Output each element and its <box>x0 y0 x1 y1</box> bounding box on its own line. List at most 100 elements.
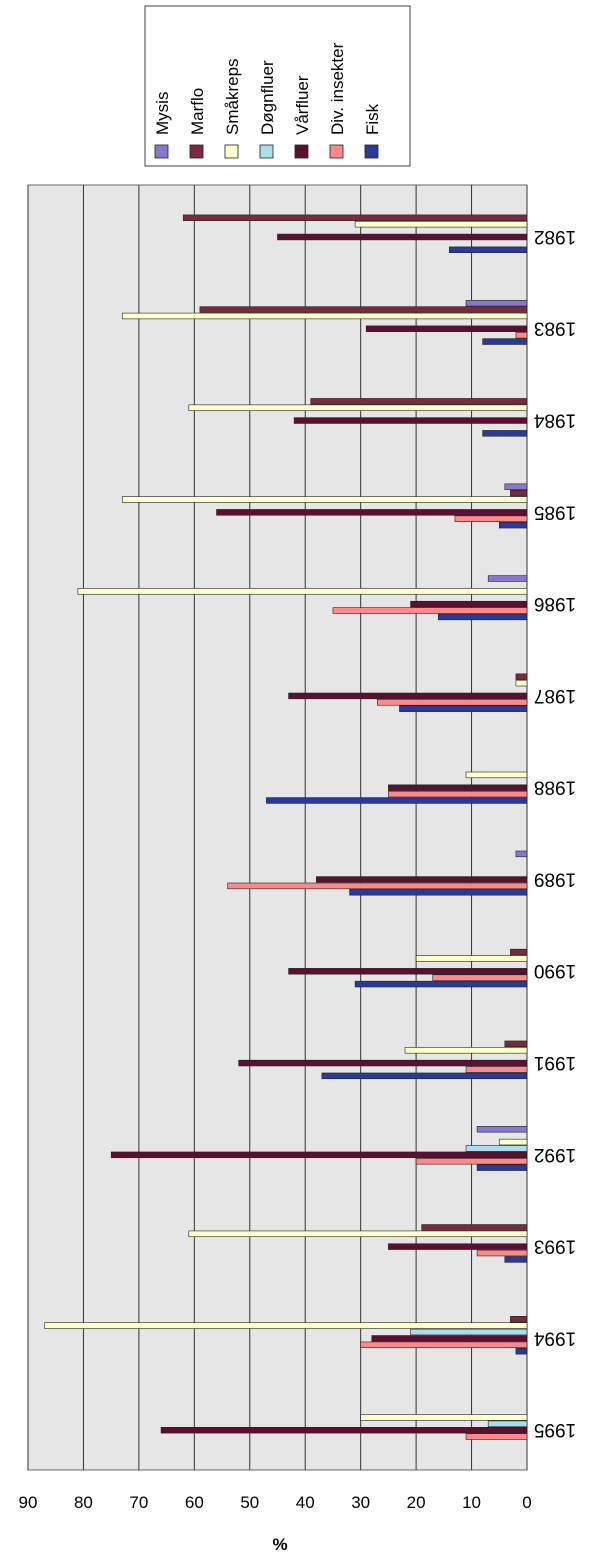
bar-varfluer-1988 <box>388 784 528 791</box>
bar-smakreps-1986 <box>77 588 528 595</box>
bar-smakreps-1990 <box>415 955 528 962</box>
x-axis-title: % <box>272 1535 287 1554</box>
bar-smakreps-1983 <box>121 312 528 320</box>
legend-swatch-smakreps <box>224 144 239 159</box>
y-tick-label: 1986 <box>534 593 576 614</box>
x-tick-label: 40 <box>296 1493 315 1512</box>
bar-div-insekter-1995 <box>465 1433 528 1440</box>
bar-div-insekter-1993 <box>476 1249 528 1257</box>
bar-marflo-1984 <box>310 398 528 405</box>
legend-label-mysis: Mysis <box>153 92 172 135</box>
bar-div-insekter-1989 <box>227 882 528 890</box>
y-tick-label: 1990 <box>534 960 576 981</box>
legend-swatch-varfluer <box>294 144 309 159</box>
bar-marflo-1991 <box>504 1040 528 1048</box>
bar-div-insekter-1986 <box>332 607 528 614</box>
x-tick-label: 60 <box>185 1493 204 1512</box>
x-tick-label: 20 <box>407 1493 426 1512</box>
y-tick-label: 1989 <box>534 868 576 889</box>
bar-fisk-1993 <box>504 1256 528 1263</box>
bar-smakreps-1985 <box>121 496 528 503</box>
bar-varfluer-1984 <box>293 417 528 424</box>
bar-smakreps-1987 <box>515 679 528 687</box>
x-tick-label: 90 <box>19 1493 38 1512</box>
legend-swatch-d-gnfluer <box>259 144 274 159</box>
bar-mysis-1985 <box>504 483 528 490</box>
legend-swatch-fisk <box>364 144 379 159</box>
bar-div-insekter-1985 <box>454 515 528 522</box>
bar-smakreps-1984 <box>188 404 528 411</box>
bar-smakreps-1994 <box>44 1322 528 1329</box>
bar-fisk-1987 <box>399 705 528 712</box>
bar-fisk-1982 <box>449 246 528 253</box>
y-tick-label: 1995 <box>534 1419 576 1440</box>
legend-box <box>144 5 411 167</box>
bar-div-insekter-1983 <box>515 331 528 339</box>
bar-fisk-1984 <box>482 430 528 437</box>
bar-div-insekter-1987 <box>376 699 528 706</box>
bar-varfluer-1985 <box>216 509 528 516</box>
bar-fisk-1992 <box>476 1164 528 1171</box>
bar-varfluer-1991 <box>238 1059 528 1067</box>
bar-marflo-1987 <box>515 673 528 680</box>
x-tick-label: 10 <box>462 1493 481 1512</box>
bar-varfluer-1987 <box>288 692 528 700</box>
bar-marflo-1983 <box>199 306 528 313</box>
plot-area <box>27 184 528 1471</box>
bar-varfluer-1993 <box>388 1243 528 1250</box>
bar-mysis-1992 <box>476 1126 528 1133</box>
bar-varfluer-1990 <box>288 968 528 975</box>
y-tick-label: 1987 <box>534 685 576 706</box>
y-tick-label: 1985 <box>534 501 576 522</box>
y-tick-label: 1993 <box>534 1236 576 1257</box>
x-tick-label: 70 <box>129 1493 148 1512</box>
bar-fisk-1986 <box>437 613 528 621</box>
y-tick-label: 1994 <box>533 1327 576 1348</box>
bar-smakreps-1988 <box>465 771 528 779</box>
y-tick-label: 1988 <box>534 777 576 798</box>
y-axis: 1982 1983 1984 1985 1986 1987 1988 1989 1990 1991… <box>533 226 576 1440</box>
bar-varfluer-1983 <box>365 325 528 332</box>
bar-mysis-1983 <box>465 299 528 307</box>
bar-smakreps-1995 <box>360 1414 528 1421</box>
bar-marflo-1982 <box>182 214 528 221</box>
x-tick-label: 0 <box>522 1493 531 1512</box>
y-tick-label: 1984 <box>533 409 576 430</box>
y-tick-label: 1991 <box>534 1052 576 1073</box>
bar-varfluer-1989 <box>316 876 528 883</box>
y-tick-label: 1983 <box>534 318 576 339</box>
bar-varfluer-1994 <box>371 1335 528 1342</box>
bar-fisk-1988 <box>266 797 528 804</box>
bar-d-gnfluer-1994 <box>410 1328 528 1336</box>
bar-div-insekter-1992 <box>415 1158 528 1165</box>
bar-mysis-1989 <box>515 850 528 858</box>
x-tick-label: 80 <box>74 1493 93 1512</box>
bar-d-gnfluer-1992 <box>465 1145 528 1152</box>
legend-label-div-insekter: Div. insekter <box>328 42 347 135</box>
bar-marflo-1994 <box>510 1316 528 1323</box>
bar-varfluer-1995 <box>160 1427 528 1434</box>
bar-fisk-1989 <box>349 889 528 896</box>
bar-varfluer-1992 <box>110 1151 528 1159</box>
bar-div-insekter-1990 <box>432 974 528 981</box>
plot-background <box>27 184 528 1471</box>
legend-label-d-gnfluer: Døgnfluer <box>258 60 277 135</box>
legend: Mysis Marflo Småkreps Døgnfluer Vårfluer Div.… <box>144 5 411 167</box>
bar-fisk-1985 <box>498 521 528 529</box>
legend-label-marflo: Marflo <box>188 88 207 135</box>
bar-varfluer-1986 <box>410 600 528 608</box>
legend-label-smakreps: Småkreps <box>223 58 242 135</box>
bar-marflo-1990 <box>510 948 528 956</box>
legend-swatch-div-insekter <box>329 144 344 159</box>
bar-div-insekter-1994 <box>360 1341 528 1349</box>
x-axis: 90 80 70 60 50 40 30 20 10 0% <box>19 1493 532 1554</box>
bar-div-insekter-1988 <box>388 790 528 798</box>
bar-fisk-1994 <box>515 1348 528 1355</box>
x-tick-label: 50 <box>240 1493 259 1512</box>
bar-mysis-1986 <box>487 575 528 582</box>
legend-swatch-marflo <box>189 144 204 159</box>
bars <box>44 214 528 1440</box>
bar-fisk-1991 <box>321 1072 528 1080</box>
bar-smakreps-1991 <box>404 1047 528 1054</box>
